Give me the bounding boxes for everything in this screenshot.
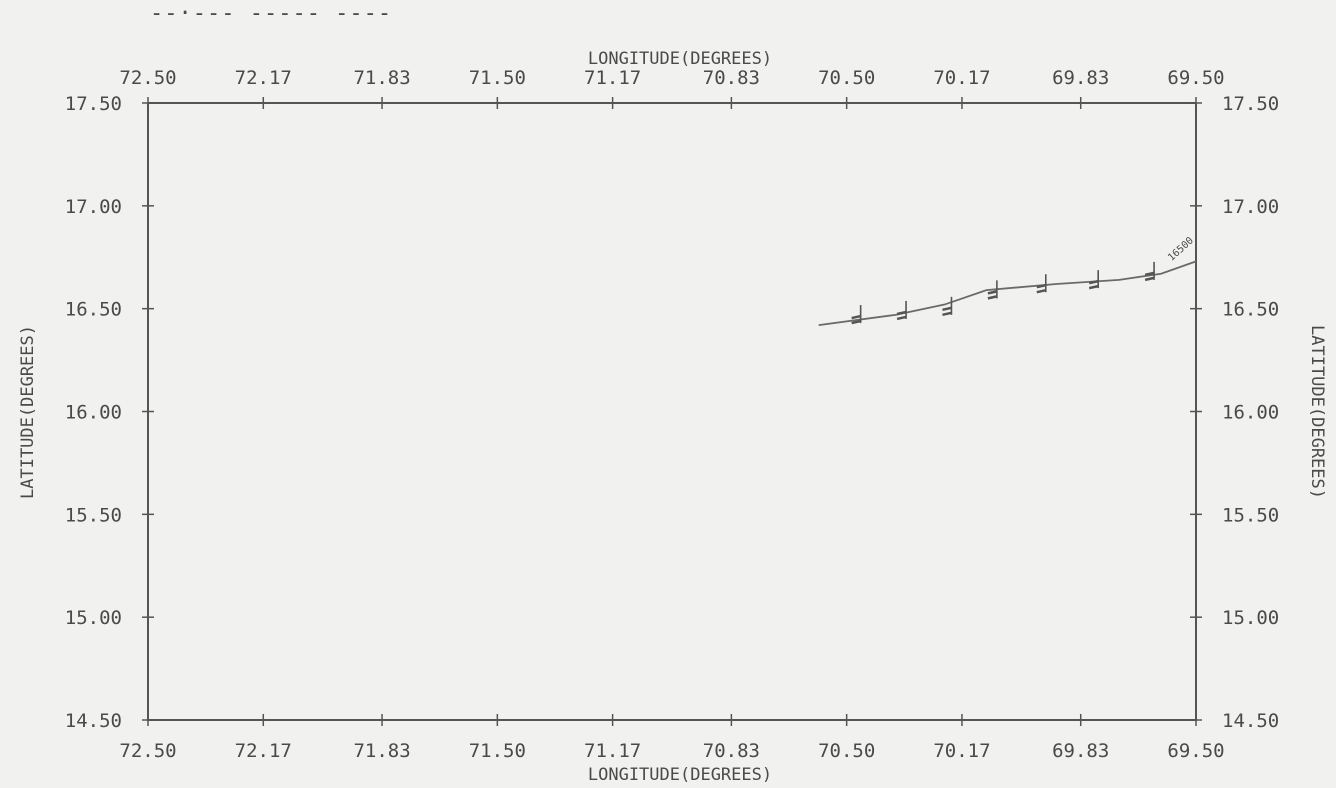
- wind-barb-feather: [1036, 283, 1047, 289]
- axis-ticks: 72.50 72.50 72.17 72.17 71.83 71.83 71.50 71.50…: [65, 67, 1279, 762]
- wind-barb: [1144, 261, 1155, 282]
- altitude-annotation: 16500: [1166, 235, 1196, 263]
- x-axis-title-top: LONGITUDE(DEGREES): [588, 49, 772, 69]
- wind-barb-feather: [1036, 288, 1047, 294]
- x-tick-label-bottom: 72.50: [119, 740, 176, 762]
- x-tick-label-top: 71.17: [584, 67, 641, 89]
- x-tick-label-bottom: 69.83: [1052, 740, 1109, 762]
- y-axis-title-left: LATITUDE(DEGREES): [18, 325, 38, 499]
- x-tick-label-top: 70.17: [933, 67, 990, 89]
- y-tick-label-left: 17.50: [65, 93, 122, 115]
- x-tick-label-top: 72.50: [119, 67, 176, 89]
- wind-barb-feather: [942, 306, 952, 312]
- wind-barb: [987, 280, 998, 300]
- wind-barb-feather: [1144, 276, 1155, 282]
- data-marks: 16500: [818, 235, 1197, 327]
- wind-barb-feather: [851, 314, 861, 320]
- y-tick-label-right: 16.00: [1222, 402, 1279, 424]
- x-axis-title-bottom: LONGITUDE(DEGREES): [588, 765, 772, 785]
- wind-barb-feather: [1088, 284, 1099, 290]
- x-tick-label-bottom: 71.83: [353, 740, 410, 762]
- y-tick-label-left: 16.00: [65, 402, 122, 424]
- x-tick-label-bottom: 72.17: [235, 740, 292, 762]
- header-mark: --·--- ----- ----: [150, 1, 392, 26]
- track-line: [818, 260, 1197, 327]
- y-tick-label-left: 16.50: [65, 299, 122, 321]
- x-tick-label-top: 71.50: [469, 67, 526, 89]
- x-tick-label-bottom: 70.83: [703, 740, 760, 762]
- wind-barb-feather: [1088, 279, 1099, 285]
- y-axis-title-right: LATITUDE(DEGREES): [1307, 325, 1327, 499]
- x-tick-label-top: 69.50: [1167, 67, 1224, 89]
- wind-barb-feather: [851, 319, 861, 325]
- wind-barb: [1036, 274, 1047, 294]
- y-tick-label-right: 17.00: [1222, 196, 1279, 218]
- plot-frame: [147, 102, 1197, 721]
- x-tick-label-bottom: 71.50: [469, 740, 526, 762]
- x-tick-label-bottom: 69.50: [1167, 740, 1224, 762]
- x-tick-label-bottom: 71.17: [584, 740, 641, 762]
- y-tick-label-left: 17.00: [65, 196, 122, 218]
- wind-barb: [851, 305, 862, 325]
- y-tick-label-right: 15.50: [1222, 504, 1279, 526]
- y-tick-label-right: 17.50: [1222, 93, 1279, 115]
- x-tick-label-bottom: 70.17: [933, 740, 990, 762]
- y-tick-label-right: 16.50: [1222, 299, 1279, 321]
- y-tick-label-right: 14.50: [1222, 710, 1279, 732]
- wind-barb: [1088, 270, 1099, 290]
- wind-barb-feather: [896, 315, 907, 321]
- wind-barb-feather: [942, 311, 952, 317]
- y-tick-label-left: 15.50: [65, 504, 122, 526]
- wind-barb-feather: [1144, 271, 1155, 277]
- x-tick-label-top: 72.17: [235, 67, 292, 89]
- wind-barb-feather: [896, 310, 907, 316]
- x-tick-label-top: 69.83: [1052, 67, 1109, 89]
- y-tick-label-right: 15.00: [1222, 607, 1279, 629]
- wind-barb-feather: [987, 295, 998, 300]
- wind-barb: [896, 300, 907, 321]
- x-tick-label-top: 70.50: [818, 67, 875, 89]
- x-tick-label-top: 71.83: [353, 67, 410, 89]
- y-tick-label-left: 14.50: [65, 710, 122, 732]
- x-tick-label-bottom: 70.50: [818, 740, 875, 762]
- x-tick-label-top: 70.83: [703, 67, 760, 89]
- y-tick-label-left: 15.00: [65, 607, 122, 629]
- wind-barb-feather: [987, 290, 998, 295]
- wind-barb: [942, 296, 953, 317]
